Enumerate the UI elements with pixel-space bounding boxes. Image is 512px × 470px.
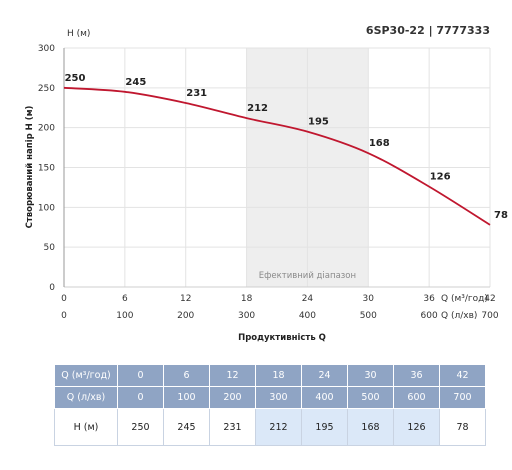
x-unit-label-bottom: Q (л/хв) [441,311,477,321]
effective-range-label: Ефективний діапазон [259,271,356,281]
table-cell: 6 [163,364,210,387]
data-label: 168 [369,138,390,149]
data-label: 212 [247,103,268,114]
y-tick-label: 150 [38,164,55,174]
y-tick-label: 200 [38,124,55,134]
x-tick-label-m3h: 30 [363,294,375,304]
x-tick-label-m3h: 36 [423,294,435,304]
table-cell: 126 [393,408,440,446]
y-axis-title: Створюваний напір H (м) [24,105,35,228]
x-tick-label-lmin: 500 [360,311,377,321]
chart-title: 6SP30-22 | 7777333 [366,24,490,37]
x-tick-label-lmin: 200 [177,311,194,321]
table-cell: 500 [347,386,394,409]
table-cell: 212 [255,408,302,446]
y-unit-label: H (м) [67,29,90,39]
table-cell: 0 [117,364,164,387]
x-tick-label-lmin: 300 [238,311,255,321]
data-label: 245 [125,77,146,88]
table-cell: 231 [209,408,256,446]
table-cell: 168 [347,408,394,446]
table-cell: 42 [439,364,486,387]
row-label-h: H (м) [54,408,118,446]
y-tick-label: 300 [38,44,55,54]
table-cell: 245 [163,408,210,446]
x-tick-label-m3h: 6 [122,294,128,304]
table-cell: 195 [301,408,348,446]
x-axis-title: Продуктивність Q [238,332,326,343]
x-tick-label-lmin: 0 [61,311,67,321]
table-cell: 200 [209,386,256,409]
data-label: 195 [308,117,329,128]
grid-lines [64,47,491,287]
x-tick-labels: 0 0 6 100 12 200 18 300 24 400 30 500 36 600 42 700 [61,294,499,321]
y-tick-label: 250 [38,84,55,94]
table-row-q-m3h: Q (м³/год) 0 6 12 18 24 30 36 42 [54,364,486,387]
performance-table: Q (м³/год) 0 6 12 18 24 30 36 42 Q (л/хв… [54,364,486,446]
table-cell: 18 [255,364,302,387]
row-label-q-m3h: Q (м³/год) [54,364,118,387]
table-cell: 24 [301,364,348,387]
x-tick-label-m3h: 18 [241,294,253,304]
data-label: 231 [186,88,207,99]
y-tick-label: 0 [49,283,55,293]
x-tick-label-m3h: 12 [180,294,191,304]
x-tick-label-lmin: 700 [481,311,498,321]
row-label-q-lmin: Q (л/хв) [54,386,118,409]
table-cell: 250 [117,408,164,446]
table-cell: 700 [439,386,486,409]
table-cell: 100 [163,386,210,409]
x-unit-label-top: Q (м³/год) [441,294,488,304]
x-tick-label-lmin: 100 [116,311,133,321]
table-cell: 600 [393,386,440,409]
table-row-h: H (м) 250 245 231 212 195 168 126 78 [54,408,486,446]
table-cell: 36 [393,364,440,387]
y-tick-label: 50 [44,243,56,253]
x-tick-label-lmin: 600 [421,311,438,321]
y-tick-label: 100 [38,203,55,213]
table-cell: 78 [439,408,486,446]
data-label: 250 [65,73,86,84]
table-row-q-lmin: Q (л/хв) 0 100 200 300 400 500 600 700 [54,386,486,409]
table-cell: 30 [347,364,394,387]
x-tick-label-m3h: 0 [61,294,67,304]
x-tick-label-m3h: 24 [302,294,314,304]
y-tick-labels: 0 50 100 150 200 250 300 [38,44,55,293]
table-cell: 12 [209,364,256,387]
data-label: 78 [494,210,508,221]
series-line [63,86,491,226]
data-labels: 250 245 231 212 195 168 126 78 [65,73,508,221]
table-cell: 400 [301,386,348,409]
table-cell: 0 [117,386,164,409]
data-label: 126 [430,172,451,183]
x-tick-label-m3h: 42 [484,294,495,304]
table-cell: 300 [255,386,302,409]
x-tick-label-lmin: 400 [299,311,316,321]
